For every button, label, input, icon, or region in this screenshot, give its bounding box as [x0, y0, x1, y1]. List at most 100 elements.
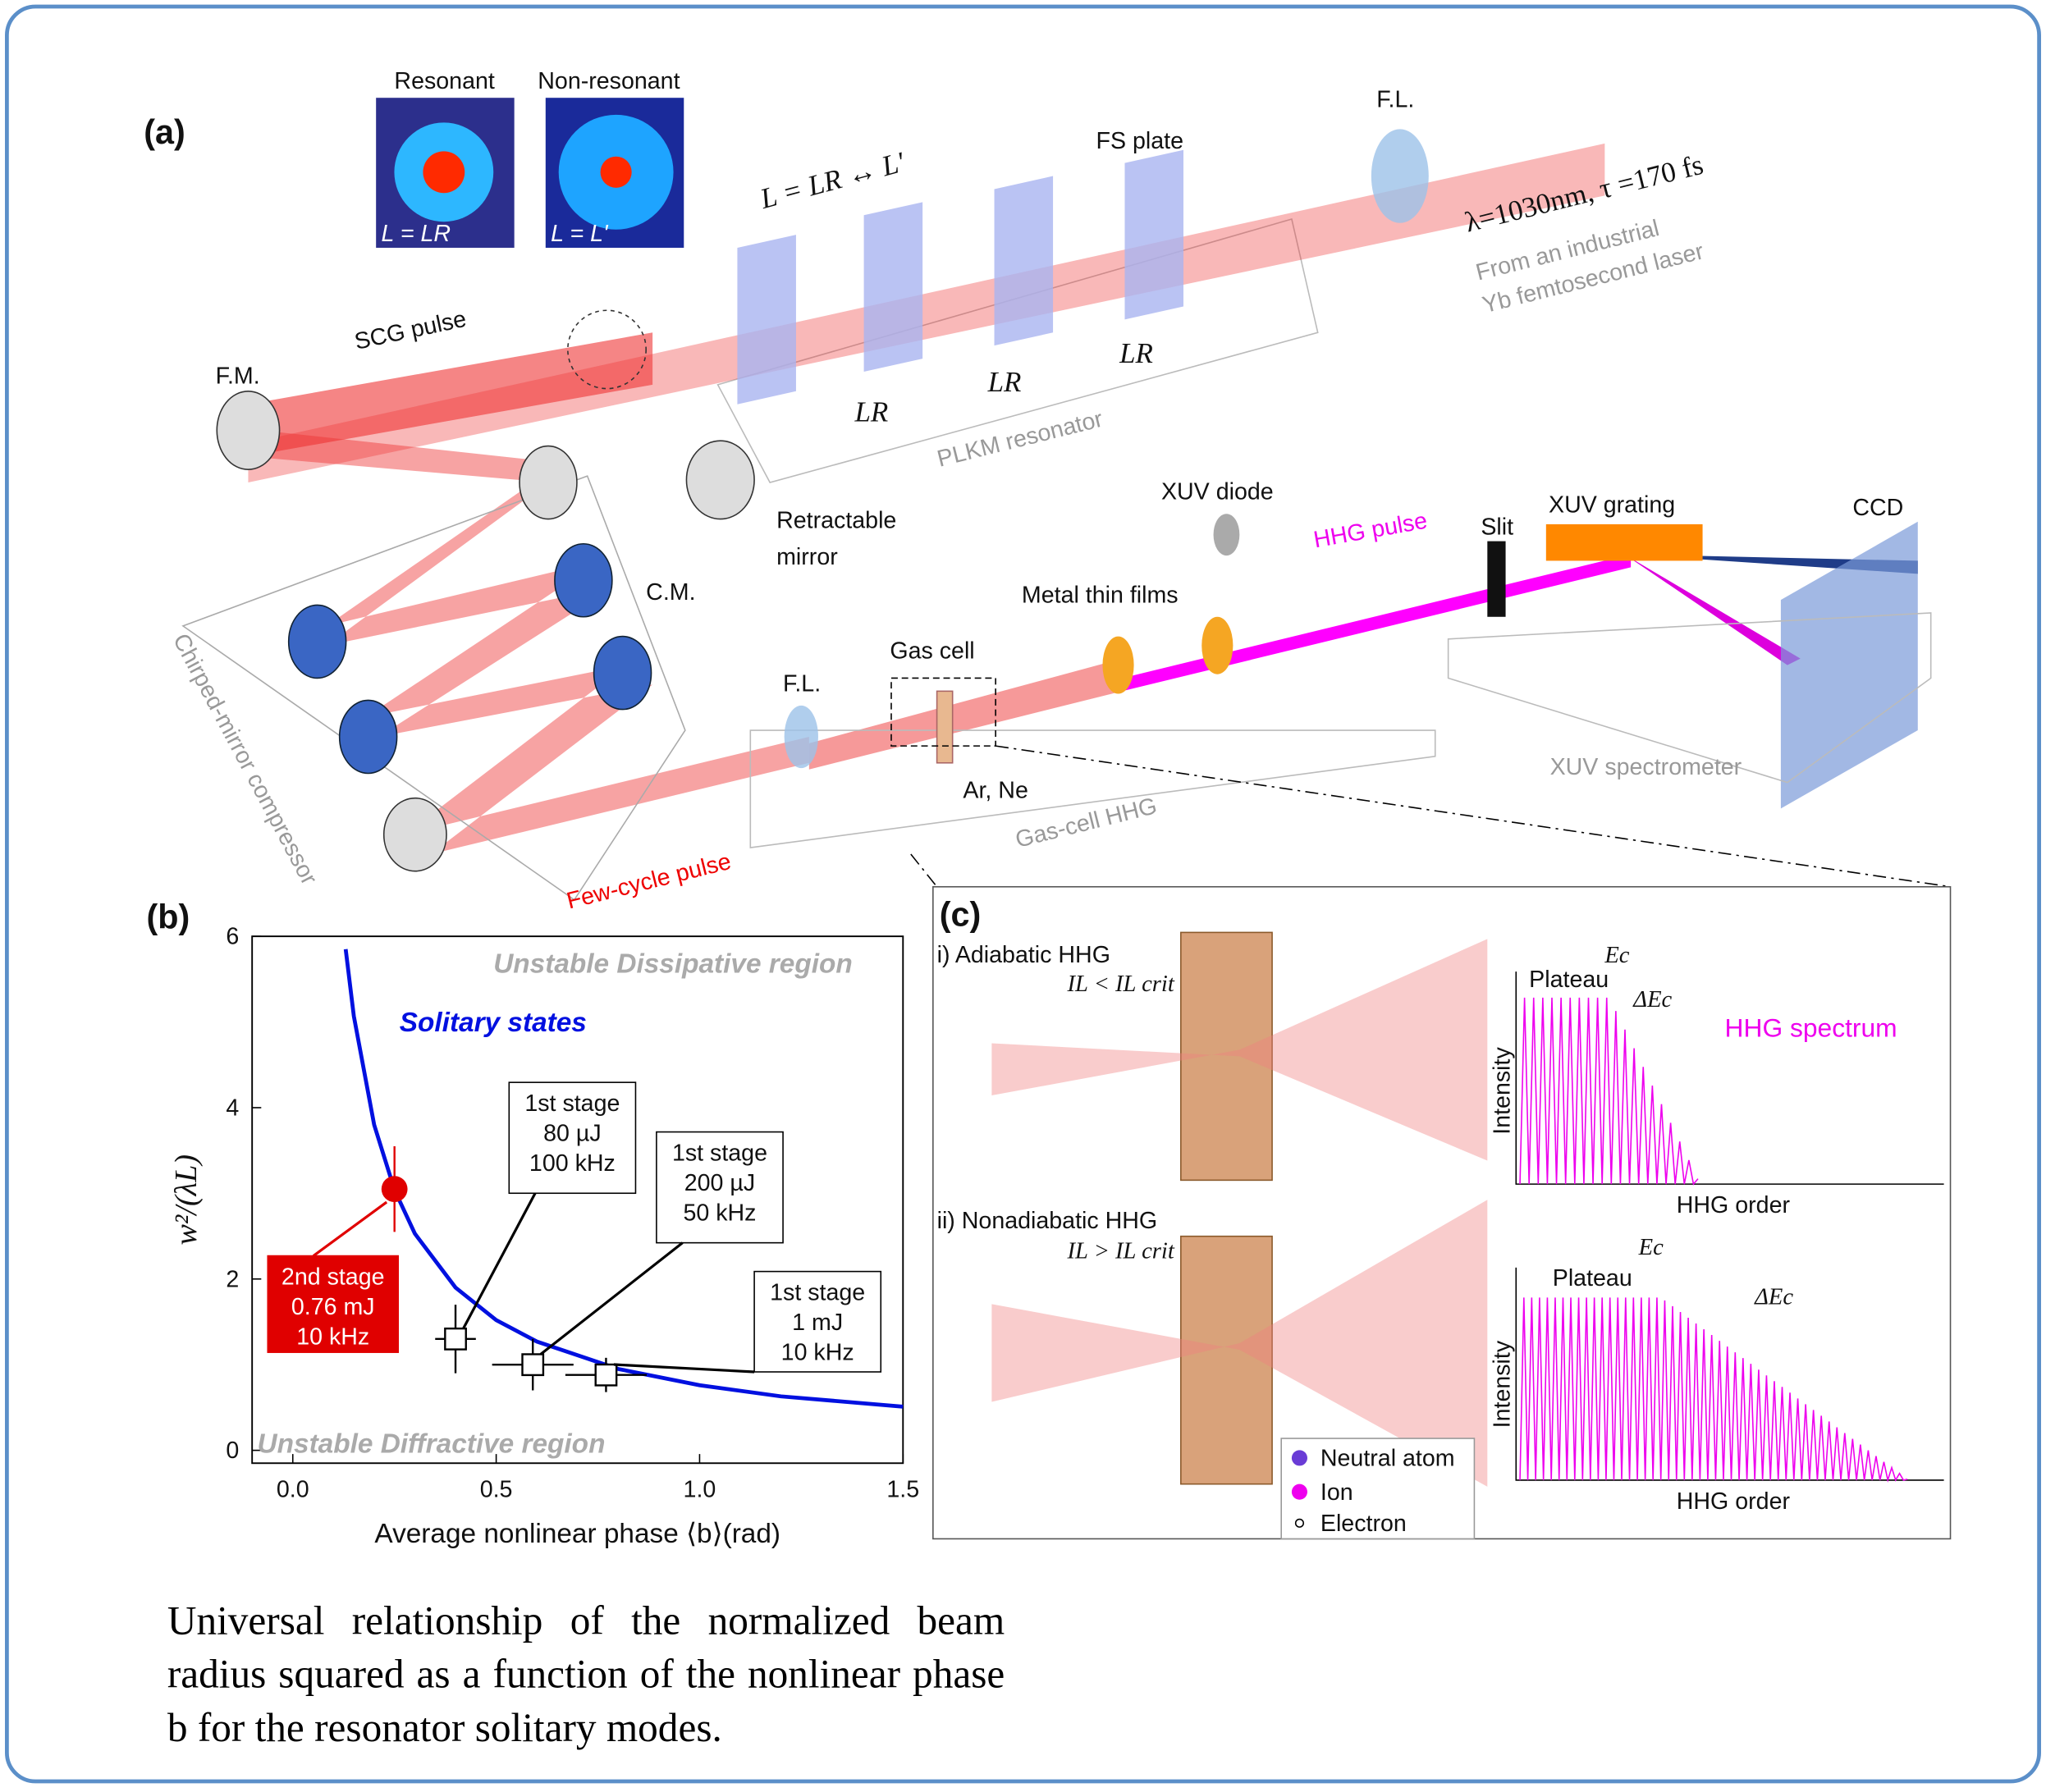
x-tick-label: 1.5: [886, 1477, 919, 1503]
slit: [1487, 542, 1505, 617]
label: Ec: [1638, 1235, 1664, 1260]
chirped-mirror: [555, 544, 612, 617]
caption: Universal relationship of the normalized…: [167, 1593, 1005, 1753]
annotation-text: 0.76 mJ: [291, 1294, 375, 1320]
panel-label: (b): [146, 898, 190, 936]
region-label: Unstable Dissipative region: [493, 949, 853, 980]
y-tick-label: 0: [226, 1438, 239, 1464]
lens: [785, 706, 818, 768]
label: HHG order: [1677, 1192, 1791, 1218]
label: Gas cell: [890, 638, 974, 665]
label: ΔEc: [1754, 1284, 1793, 1310]
plate: [864, 202, 923, 372]
lens: [1371, 129, 1429, 222]
panel-label: (c): [940, 895, 982, 933]
annotation-text: 1st stage: [672, 1141, 767, 1167]
label: Intensity: [1489, 1340, 1515, 1428]
chirped-mirror: [594, 637, 652, 710]
label: L = LR: [382, 221, 451, 247]
label: FS plate: [1096, 128, 1184, 154]
label: XUV grating: [1549, 492, 1675, 519]
annotation-text: 1 mJ: [792, 1310, 843, 1336]
mode-core: [423, 151, 465, 193]
annotation-text: 10 kHz: [781, 1340, 854, 1366]
series-label: Solitary states: [400, 1008, 587, 1038]
point: [522, 1354, 542, 1374]
label: F.L.: [1376, 86, 1414, 112]
mirror: [384, 798, 446, 871]
x-tick-label: 1.0: [684, 1477, 716, 1503]
label: F.M.: [216, 363, 260, 389]
label: F.L.: [783, 670, 821, 697]
legend-marker: [1296, 1520, 1304, 1528]
mirror: [217, 391, 279, 469]
label: LR: [854, 395, 888, 427]
label: i) Adiabatic HHG: [937, 942, 1110, 968]
page: (a) Resonant Non-resonant L = LR L = L' …: [0, 0, 2046, 1788]
figure: (a) Resonant Non-resonant L = LR L = L' …: [0, 0, 2046, 1788]
plate: [995, 176, 1054, 346]
point: [596, 1365, 616, 1385]
chirped-mirror: [289, 605, 346, 678]
label: Plateau: [1553, 1265, 1632, 1291]
plate: [737, 235, 796, 405]
label: mirror: [776, 544, 838, 570]
panel-label: (a): [144, 113, 185, 151]
gas-cell: [937, 691, 953, 762]
y-tick-label: 4: [226, 1095, 239, 1122]
label: Non-resonant: [538, 68, 680, 94]
annotation-text: 2nd stage: [281, 1264, 385, 1291]
label: Ar, Ne: [963, 778, 1028, 804]
chirped-mirror: [340, 700, 397, 773]
label: HHG order: [1677, 1488, 1791, 1515]
legend-label: Ion: [1321, 1479, 1353, 1506]
film: [1102, 637, 1133, 694]
legend-marker: [1292, 1450, 1307, 1465]
label: LR: [1119, 337, 1153, 369]
label: LR: [987, 366, 1022, 398]
label: L = L': [551, 221, 609, 247]
label: XUV diode: [1161, 479, 1274, 505]
label: ΔEc: [1632, 987, 1672, 1013]
x-tick-label: 0.5: [480, 1477, 513, 1503]
annotation-text: 1st stage: [770, 1280, 865, 1306]
label: Slit: [1481, 514, 1513, 541]
annotation-text: 10 kHz: [296, 1324, 369, 1351]
label: ii) Nonadiabatic HHG: [937, 1208, 1158, 1234]
label: IL < IL crit: [1067, 971, 1175, 997]
x-axis-label: Average nonlinear phase ⟨b⟩(rad): [374, 1519, 780, 1549]
y-axis-label: w²/(λL): [169, 1154, 204, 1246]
legend-label: Neutral atom: [1321, 1445, 1455, 1471]
mode-core: [601, 157, 632, 188]
point: [382, 1176, 408, 1202]
legend-marker: [1292, 1484, 1307, 1500]
label: IL > IL crit: [1067, 1239, 1175, 1264]
annotation-text: 1st stage: [524, 1090, 620, 1117]
label: Metal thin films: [1022, 582, 1179, 608]
label: XUV spectrometer: [1550, 754, 1742, 780]
point: [445, 1328, 465, 1349]
annotation-text: 50 kHz: [683, 1200, 756, 1227]
x-tick-label: 0.0: [277, 1477, 309, 1503]
mirror: [686, 441, 754, 519]
annotation-text: 80 µJ: [543, 1121, 602, 1147]
annotation-text: 100 kHz: [529, 1150, 616, 1177]
annotation-text: 200 µJ: [684, 1170, 755, 1196]
label: Ec: [1604, 943, 1629, 968]
label: Resonant: [394, 68, 494, 94]
y-tick-label: 6: [226, 924, 239, 950]
label: C.M.: [646, 579, 695, 606]
legend-label: Electron: [1321, 1511, 1407, 1537]
plate: [1124, 150, 1183, 320]
label: Plateau: [1529, 967, 1609, 993]
grating: [1546, 524, 1703, 561]
label: CCD: [1852, 495, 1903, 521]
label: Retractable: [776, 508, 896, 534]
film: [1202, 617, 1233, 674]
diode: [1214, 514, 1240, 555]
y-tick-label: 2: [226, 1266, 239, 1292]
region-label: Unstable Diffractive region: [258, 1429, 606, 1460]
mirror: [520, 446, 577, 519]
caption-box: Universal relationship of the normalized…: [167, 1593, 1005, 1776]
label: HHG spectrum: [1725, 1013, 1897, 1043]
